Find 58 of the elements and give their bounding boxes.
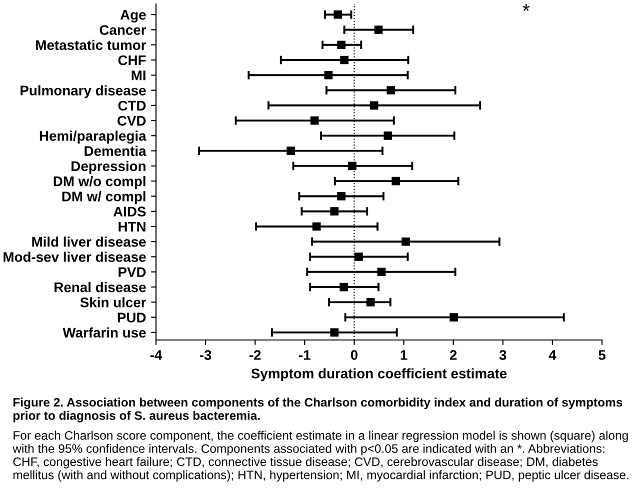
point (310, 116, 319, 125)
y-tick-label: DM w/ compl (62, 191, 146, 204)
point (402, 237, 410, 246)
text: For each Charlson score component, the coefficient estimate in a linear regression model is shown (square) along with the 95% confidence intervals. Components associated with p<0.05 are indicated with an *. Abbreviations: CHF, congestive heart failure; CTD, connective tissue disease; CVD, cerebrovascular disease; DM, diabetes mellitus (with and without complications); HTN, hypertension; MI, myocardial infarction; PUD, peptic ulcer disease. (12, 430, 628, 482)
y-tick-label: Pulmonary disease (20, 85, 146, 98)
y-tick-label: Cancer (100, 25, 146, 35)
y-tick-label: Metastatic tumor (36, 40, 146, 50)
y-tick-label: CTD (118, 100, 146, 111)
point (386, 86, 396, 94)
y-tick-label: Mod-sev liver disease (4, 252, 146, 262)
x-tick-label: -1 (299, 350, 310, 360)
point (340, 56, 348, 64)
x-tick-label: 0 (350, 350, 358, 360)
y-tick-label: Age (120, 10, 146, 23)
x-tick-label: -3 (200, 350, 212, 360)
point (348, 162, 356, 170)
point (312, 222, 321, 231)
caption: Figure 2. Association between components of the Charlson comorbidity index and duration of symptoms prior to diagnosis of S. aureus bacteremia. (13, 398, 622, 422)
x-tick-label: 2 (450, 350, 457, 360)
y-tick-label: HTN (118, 222, 146, 232)
y-tick-label: MI (132, 70, 146, 80)
point (337, 40, 346, 50)
point (330, 207, 339, 216)
y-tick-label: Renal disease (54, 282, 146, 292)
x-tick-label: 1 (400, 350, 408, 360)
point (286, 146, 295, 155)
y-tick-label: Depression (72, 160, 146, 174)
y-tick-label: CVD (118, 116, 146, 126)
point (392, 176, 400, 186)
point (374, 26, 383, 34)
point (450, 313, 458, 322)
x-tick-label: -2 (249, 350, 261, 360)
point (366, 298, 375, 306)
y-tick-label: Dementia (84, 146, 146, 156)
x-axis-title: Symptom duration coefficient estimate (251, 368, 507, 382)
x-tick-label: -4 (150, 350, 162, 360)
y-tick-label: Warfarin use (62, 327, 146, 338)
x-tick-label: 3 (499, 350, 506, 360)
y-tick-label: AIDS (113, 206, 146, 217)
annotation: * (522, 4, 530, 11)
point (324, 70, 333, 80)
point (354, 252, 363, 261)
y-tick-label: PVD (118, 267, 146, 277)
point (340, 282, 348, 292)
point (384, 132, 392, 140)
x-tick-label: 5 (598, 350, 606, 360)
point (377, 268, 386, 276)
y-tick-label: CHF (118, 55, 146, 66)
point (370, 101, 378, 110)
point (337, 192, 346, 200)
point (330, 328, 339, 337)
point (334, 10, 342, 19)
y-tick-label: PUD (118, 312, 146, 322)
y-tick-label: Skin ulcer (80, 297, 146, 308)
y-tick-label: Hemi/paraplegia (40, 130, 146, 144)
x-tick-label: 4 (548, 350, 556, 360)
y-tick-label: Mild liver disease (32, 236, 146, 247)
y-tick-label: DM w/o compl (54, 176, 146, 189)
